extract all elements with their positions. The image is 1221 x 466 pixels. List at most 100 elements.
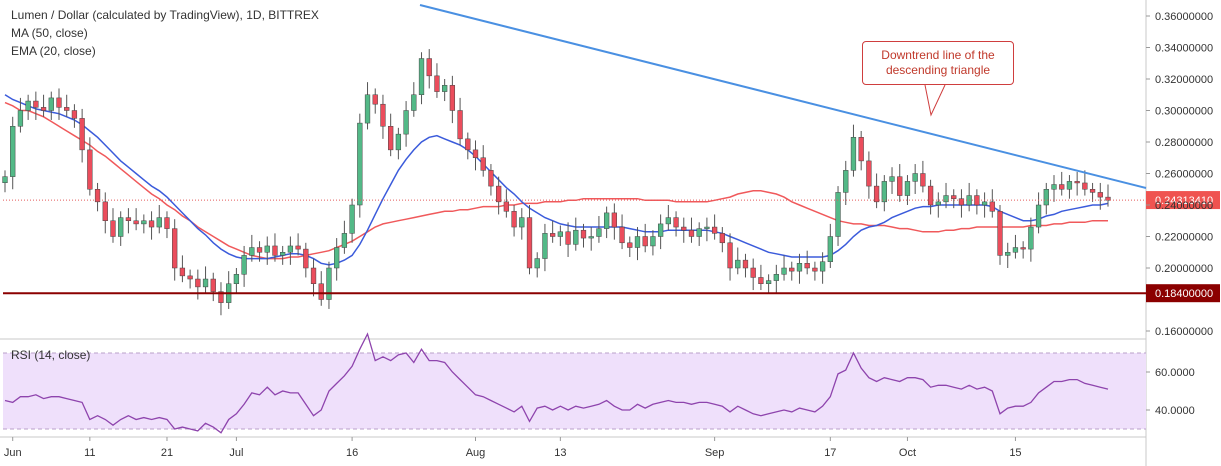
candle[interactable] — [141, 214, 147, 234]
candle[interactable] — [303, 242, 309, 278]
candle[interactable] — [758, 264, 764, 291]
candle[interactable] — [372, 88, 378, 114]
candle[interactable] — [596, 216, 602, 243]
candle[interactable] — [210, 272, 216, 302]
candle[interactable] — [796, 253, 803, 284]
candle[interactable] — [71, 104, 78, 128]
candle[interactable] — [873, 173, 880, 209]
candle[interactable] — [534, 252, 540, 278]
candle[interactable] — [634, 227, 641, 261]
candle[interactable] — [711, 214, 718, 240]
candle[interactable] — [1089, 182, 1096, 202]
candle[interactable] — [727, 233, 733, 281]
candle[interactable] — [627, 236, 633, 257]
candle[interactable] — [912, 164, 918, 194]
candle[interactable] — [642, 223, 648, 253]
candle[interactable] — [156, 205, 162, 234]
candle[interactable] — [318, 271, 324, 306]
candle[interactable] — [1097, 182, 1103, 210]
candle[interactable] — [650, 230, 656, 256]
candle[interactable] — [10, 116, 16, 190]
candle[interactable] — [133, 208, 139, 231]
candle[interactable] — [997, 205, 1003, 265]
candle[interactable] — [40, 94, 47, 117]
candle[interactable] — [673, 211, 679, 237]
candle[interactable] — [480, 145, 486, 177]
candles-layer[interactable] — [2, 49, 1111, 316]
candle[interactable] — [580, 223, 587, 248]
candle[interactable] — [395, 127, 402, 160]
candle[interactable] — [565, 222, 571, 257]
candle[interactable] — [17, 97, 24, 133]
candle[interactable] — [881, 175, 887, 212]
candle[interactable] — [550, 220, 556, 243]
candle[interactable] — [118, 211, 124, 246]
candle[interactable] — [827, 223, 833, 268]
candle[interactable] — [904, 175, 911, 205]
candle[interactable] — [87, 137, 93, 196]
candle[interactable] — [519, 208, 525, 240]
annotation-callout[interactable]: Downtrend line of the descending triangl… — [862, 41, 1014, 85]
candle[interactable] — [719, 227, 725, 253]
candle[interactable] — [418, 52, 425, 105]
candle[interactable] — [920, 160, 926, 193]
candle[interactable] — [1066, 175, 1073, 199]
candle[interactable] — [94, 182, 101, 212]
candle[interactable] — [179, 255, 186, 283]
candle[interactable] — [657, 214, 664, 250]
candle[interactable] — [511, 205, 517, 237]
candle[interactable] — [819, 252, 826, 284]
candle[interactable] — [1043, 182, 1049, 215]
candle[interactable] — [835, 186, 841, 246]
candle[interactable] — [233, 268, 240, 294]
candle[interactable] — [989, 189, 995, 218]
candle[interactable] — [526, 205, 533, 275]
candle[interactable] — [1051, 175, 1057, 202]
candle[interactable] — [688, 217, 695, 243]
candle[interactable] — [735, 247, 741, 275]
candle[interactable] — [696, 222, 702, 246]
candle[interactable] — [889, 167, 895, 194]
candle[interactable] — [110, 208, 116, 243]
candle[interactable] — [249, 234, 255, 262]
candle[interactable] — [1082, 170, 1088, 196]
candle[interactable] — [442, 79, 448, 102]
candle[interactable] — [434, 63, 440, 98]
candle[interactable] — [64, 94, 70, 117]
candle[interactable] — [573, 217, 579, 251]
candle[interactable] — [56, 88, 62, 120]
candle[interactable] — [557, 225, 563, 246]
candle[interactable] — [981, 192, 988, 218]
candle[interactable] — [619, 214, 625, 250]
candle[interactable] — [812, 261, 818, 281]
candle[interactable] — [866, 151, 872, 199]
candle[interactable] — [935, 192, 941, 218]
candle[interactable] — [102, 192, 108, 234]
candle[interactable] — [897, 164, 903, 202]
candle[interactable] — [611, 203, 617, 240]
candle[interactable] — [588, 227, 594, 251]
candle[interactable] — [773, 264, 779, 294]
candle[interactable] — [280, 245, 286, 265]
candle[interactable] — [1028, 217, 1034, 262]
candle[interactable] — [349, 198, 355, 243]
candle[interactable] — [33, 91, 39, 120]
candle[interactable] — [742, 253, 749, 278]
candle[interactable] — [287, 236, 294, 265]
candle[interactable] — [164, 211, 170, 239]
candle[interactable] — [1012, 234, 1019, 259]
candle[interactable] — [765, 274, 772, 294]
candle[interactable] — [472, 140, 479, 171]
candle[interactable] — [79, 108, 85, 163]
candle[interactable] — [943, 182, 949, 209]
candle[interactable] — [25, 94, 31, 120]
candle[interactable] — [1035, 192, 1042, 234]
candle[interactable] — [48, 91, 54, 120]
candle[interactable] — [1074, 171, 1080, 196]
candle[interactable] — [665, 205, 671, 231]
candle[interactable] — [334, 238, 340, 281]
candle[interactable] — [426, 49, 432, 89]
candle[interactable] — [148, 211, 155, 240]
candle[interactable] — [125, 208, 132, 234]
